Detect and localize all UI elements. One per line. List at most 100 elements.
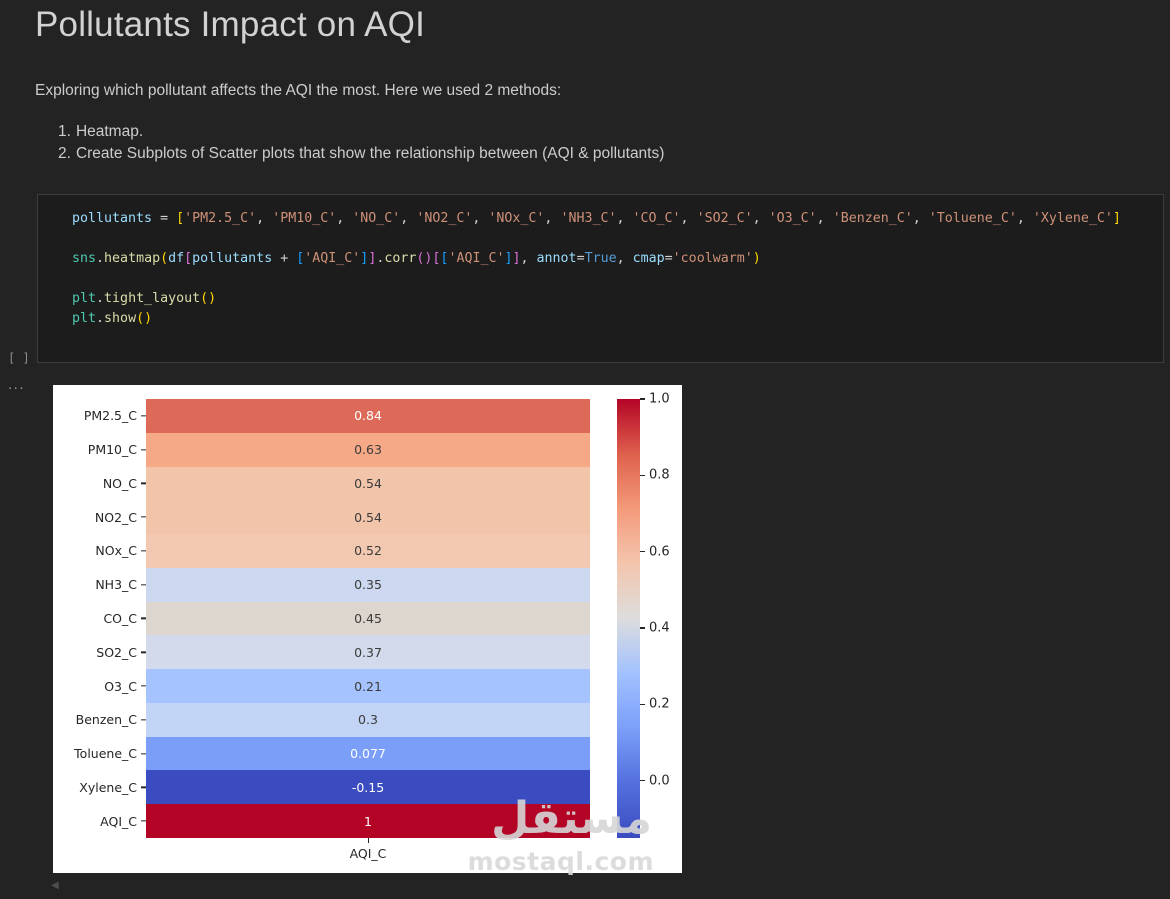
code-line[interactable]: plt.tight_layout()	[72, 289, 1157, 309]
cell-annotation: 0.54	[354, 509, 382, 525]
y-axis-label-cell: SO2_C	[53, 635, 146, 669]
heatmap-row: NH3_C 0.35	[53, 567, 590, 602]
heatmap-cell: 0.45	[146, 601, 590, 636]
heatmap-row: Xylene_C -0.15	[53, 770, 590, 805]
y-axis-label: NO_C	[102, 475, 137, 491]
heatmap-cell: 0.63	[146, 432, 590, 467]
code-token: ,	[912, 211, 929, 226]
cell-annotation: 0.3	[358, 712, 378, 728]
cell-annotation: 0.54	[354, 475, 382, 491]
y-axis-label-cell: NO_C	[53, 467, 146, 501]
colorbar-tick-label: 1.0	[649, 391, 670, 407]
code-token: pollutants	[192, 251, 273, 266]
cell-annotation: 0.21	[354, 678, 382, 694]
heatmap-cell: -0.15	[146, 770, 590, 805]
code-token: [	[296, 251, 305, 266]
y-axis-tick	[141, 651, 146, 653]
heatmap-row: Toluene_C 0.077	[53, 736, 590, 771]
y-axis-label-cell: PM10_C	[53, 433, 146, 467]
code-token: 'AQI_C'	[304, 251, 361, 266]
code-token: =	[664, 251, 673, 266]
heatmap-cell: 0.3	[146, 702, 590, 737]
cell-annotation: 0.45	[354, 610, 382, 626]
code-token: 'NO2_C'	[416, 211, 473, 226]
cell-overflow-dots[interactable]: ...	[8, 376, 26, 393]
colorbar	[617, 399, 640, 838]
y-axis-tick	[141, 415, 146, 417]
y-axis-label: CO_C	[103, 610, 137, 626]
code-token: ]	[368, 251, 377, 266]
x-axis-tick	[367, 838, 369, 843]
code-token: sns	[72, 251, 97, 266]
heatmap-row: Benzen_C 0.3	[53, 702, 590, 737]
code-editor[interactable]: pollutants = ['PM2.5_C', 'PM10_C', 'NO_C…	[72, 209, 1157, 329]
code-token: pollutants	[72, 211, 153, 226]
y-axis-tick	[141, 752, 146, 755]
code-token: .	[96, 251, 105, 266]
colorbar-tick	[640, 474, 645, 476]
code-line[interactable]: sns.heatmap(df[pollutants + ['AQI_C']].c…	[72, 249, 1157, 269]
code-token: ,	[336, 211, 353, 226]
code-line[interactable]	[72, 269, 1157, 289]
y-axis-label: NH3_C	[95, 577, 137, 593]
heatmap-row: PM2.5_C 0.84	[53, 399, 590, 433]
cell-annotation: 0.077	[350, 746, 386, 762]
code-token: ,	[520, 251, 537, 266]
y-axis-label-cell: NO2_C	[53, 500, 146, 534]
code-token: .	[96, 291, 105, 306]
y-axis-label: SO2_C	[96, 644, 137, 660]
y-axis-label-cell: Toluene_C	[53, 737, 146, 771]
code-token: ,	[472, 211, 489, 226]
code-token: plt	[72, 291, 97, 306]
y-axis-tick	[141, 820, 146, 822]
code-line[interactable]: pollutants = ['PM2.5_C', 'PM10_C', 'NO_C…	[72, 209, 1157, 229]
code-token: True	[584, 251, 617, 266]
cell-annotation: 0.37	[354, 644, 382, 660]
heatmap-cell: 0.54	[146, 500, 590, 535]
y-axis-tick	[141, 786, 146, 788]
code-token: 'CO_C'	[632, 211, 681, 226]
y-axis-label: NO2_C	[94, 509, 137, 525]
code-token: [	[432, 251, 441, 266]
code-cell[interactable]: pollutants = ['PM2.5_C', 'PM10_C', 'NO_C…	[37, 194, 1164, 363]
code-token: ]	[1112, 211, 1121, 226]
heatmap-row: NO2_C 0.54	[53, 500, 590, 535]
list-item-number: 2.	[58, 144, 71, 162]
intro-text: Exploring which pollutant affects the AQ…	[35, 82, 562, 99]
code-line[interactable]	[72, 229, 1157, 249]
list-item-number: 1.	[58, 123, 71, 140]
heatmap-row: O3_C 0.21	[53, 669, 590, 703]
y-axis-label: Xylene_C	[79, 779, 137, 795]
x-axis-tick-label: AQI_C	[349, 846, 387, 861]
y-axis-label-cell: NH3_C	[53, 568, 146, 602]
code-token: (	[136, 311, 145, 326]
y-axis-label: PM2.5_C	[83, 408, 137, 424]
code-token: ,	[256, 211, 273, 226]
y-axis-tick	[141, 617, 146, 620]
scroll-left-icon[interactable]: ◀	[51, 880, 59, 891]
code-token: )	[208, 291, 217, 306]
code-token: 'SO2_C'	[696, 211, 753, 226]
y-axis-label: PM10_C	[87, 442, 137, 458]
code-token: ,	[544, 211, 561, 226]
y-axis-label: NOx_C	[95, 543, 137, 559]
watermark-arabic: مستقل	[491, 793, 652, 844]
heatmap-row: SO2_C 0.37	[53, 635, 590, 670]
code-token: tight_layout	[104, 291, 201, 306]
method-list: 1. Heatmap. 2. Create Subplots of Scatter p…	[58, 121, 664, 164]
code-token: [	[184, 251, 193, 266]
code-token: ,	[400, 211, 417, 226]
code-token: df	[168, 251, 185, 266]
y-axis-label: O3_C	[104, 678, 137, 694]
code-token: =	[576, 251, 585, 266]
code-token: (	[160, 251, 169, 266]
code-token: 'Toluene_C'	[928, 211, 1017, 226]
method-list-item: 1. Heatmap.	[58, 121, 664, 143]
code-token: annot	[536, 251, 577, 266]
code-line[interactable]: plt.show()	[72, 309, 1157, 329]
code-token: ,	[1016, 211, 1033, 226]
code-token: ]	[504, 251, 513, 266]
y-axis-label: Toluene_C	[74, 746, 137, 762]
y-axis-tick	[141, 448, 146, 451]
cell-annotation: 0.84	[354, 408, 382, 424]
